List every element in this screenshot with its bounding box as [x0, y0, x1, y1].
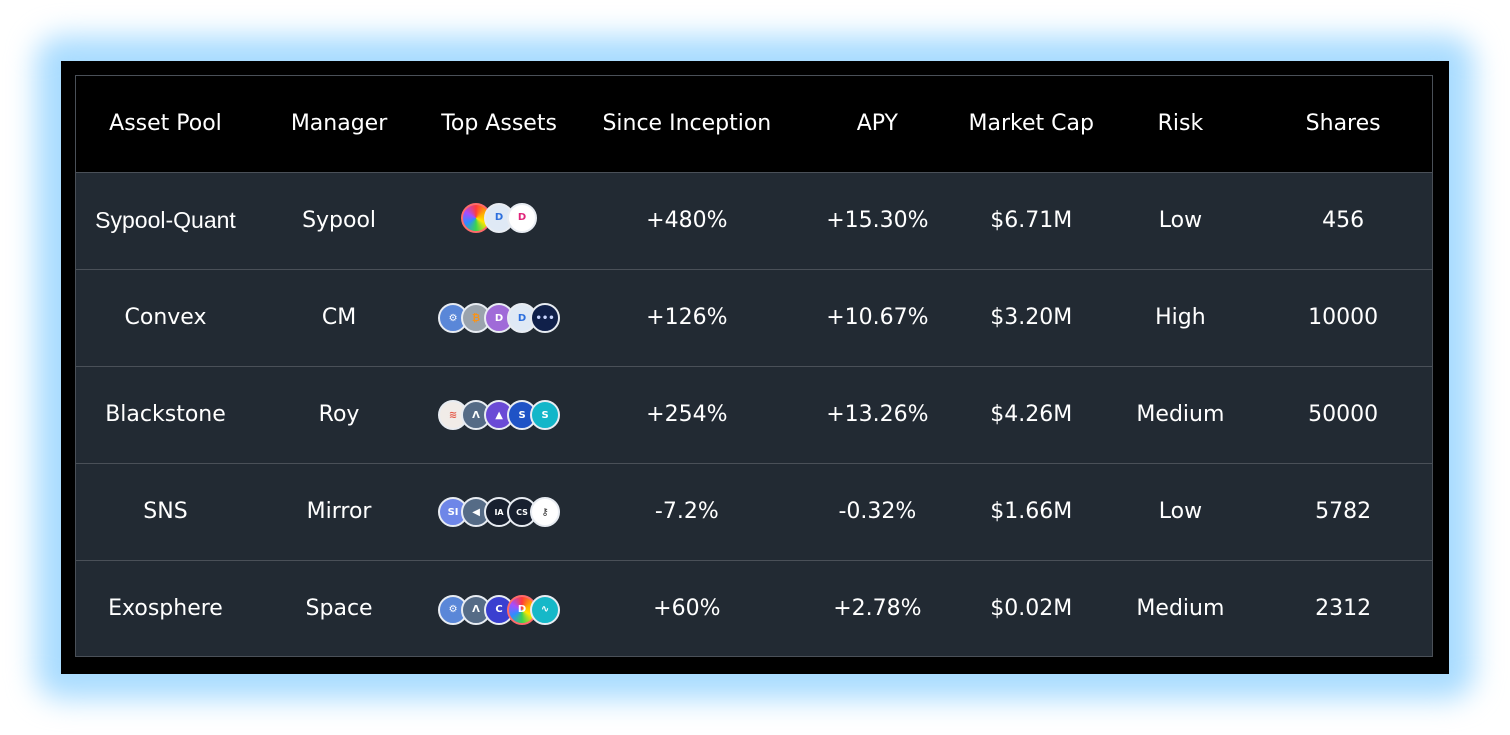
apy-value: +13.26% — [826, 402, 929, 427]
asset-pool-name[interactable]: Convex — [124, 305, 207, 330]
header-top-assets[interactable]: Top Assets — [441, 111, 557, 137]
top-assets-icons: ≋ Λ ▲ S S — [438, 400, 561, 431]
top-assets-cell: D D — [423, 172, 575, 269]
manager-name: Sypool — [302, 208, 377, 233]
top-assets-cell: ⚙ ₿ D D ••• — [423, 269, 575, 366]
header-apy[interactable]: APY — [856, 111, 898, 137]
asset-pool-table: Asset Pool Manager Top Assets Since Ince… — [76, 76, 1432, 657]
shares-value: 2312 — [1315, 596, 1372, 622]
manager-name: Roy — [318, 402, 360, 427]
market-cap-value: $1.66M — [990, 499, 1073, 524]
header-row: Asset Pool Manager Top Assets Since Ince… — [76, 76, 1432, 172]
top-assets-icons: SI ◀ IA CS ⚷ — [438, 497, 561, 528]
rainbow-d-coin-icon: D — [507, 594, 538, 625]
risk-value: Low — [1158, 499, 1203, 524]
market-cap-value: $3.20M — [990, 305, 1073, 330]
risk-value: High — [1155, 305, 1206, 330]
table-header: Asset Pool Manager Top Assets Since Ince… — [76, 76, 1432, 172]
header-risk[interactable]: Risk — [1157, 111, 1204, 137]
manager-name: Mirror — [306, 499, 372, 524]
asset-pool-name[interactable]: SNS — [143, 499, 188, 524]
header-since-inception[interactable]: Since Inception — [602, 111, 772, 137]
risk-value: Medium — [1136, 402, 1225, 427]
market-cap-value: $6.71M — [990, 208, 1073, 233]
apy-value: +15.30% — [826, 208, 929, 233]
table-row[interactable]: Sypool-Quant Sypool D D +480% +15.30% $6… — [76, 172, 1432, 269]
header-market-cap[interactable]: Market Cap — [968, 111, 1094, 137]
table-frame: Asset Pool Manager Top Assets Since Ince… — [61, 61, 1449, 674]
gear-coin-icon: ⚙ — [438, 594, 469, 625]
manager-name: CM — [321, 305, 357, 330]
since-inception-value: +254% — [646, 402, 728, 427]
table-row[interactable]: Convex CM ⚙ ₿ D D ••• +126% +10.67% $3.2… — [76, 269, 1432, 366]
market-cap-value: $4.26M — [990, 402, 1073, 427]
table-container: Asset Pool Manager Top Assets Since Ince… — [75, 75, 1433, 657]
pink-d-coin-icon: D — [507, 202, 538, 233]
cyan-wave-coin-icon: ∿ — [530, 594, 561, 625]
asset-pool-name[interactable]: Exosphere — [108, 596, 223, 622]
since-inception-value: +60% — [653, 596, 721, 622]
header-manager[interactable]: Manager — [290, 111, 388, 137]
since-inception-value: +126% — [646, 305, 728, 330]
shares-value: 5782 — [1315, 499, 1372, 524]
apy-value: -0.32% — [838, 499, 917, 524]
asset-pool-name[interactable]: Sypool-Quant — [95, 207, 236, 233]
gear-coin-icon: ⚙ — [438, 303, 469, 334]
shares-value: 456 — [1322, 208, 1365, 233]
top-assets-cell: ≋ Λ ▲ S S — [423, 366, 575, 463]
top-assets-cell: SI ◀ IA CS ⚷ — [423, 463, 575, 560]
risk-value: Low — [1158, 208, 1203, 233]
white-key-coin-icon: ⚷ — [530, 497, 561, 528]
header-asset-pool[interactable]: Asset Pool — [109, 111, 222, 137]
shares-value: 50000 — [1308, 402, 1379, 427]
top-assets-cell: ⚙ Λ C D ∿ — [423, 560, 575, 657]
table-body: Sypool-Quant Sypool D D +480% +15.30% $6… — [76, 172, 1432, 657]
market-cap-value: $0.02M — [990, 596, 1073, 622]
header-shares[interactable]: Shares — [1305, 111, 1381, 137]
since-inception-value: +480% — [646, 208, 728, 233]
top-assets-icons: D D — [461, 202, 538, 233]
asset-pool-name[interactable]: Blackstone — [105, 402, 226, 427]
top-assets-icons: ⚙ ₿ D D ••• — [438, 303, 561, 334]
top-assets-icons: ⚙ Λ C D ∿ — [438, 594, 561, 625]
since-inception-value: -7.2% — [654, 499, 719, 524]
risk-value: Medium — [1136, 596, 1225, 622]
table-row[interactable]: Blackstone Roy ≋ Λ ▲ S S +254% +13.26% $… — [76, 366, 1432, 463]
table-row[interactable]: Exosphere Space ⚙ Λ C D ∿ +60% +2.78% $0… — [76, 560, 1432, 657]
manager-name: Space — [305, 596, 373, 622]
shares-value: 10000 — [1308, 305, 1379, 330]
teal-s-coin-icon: S — [530, 400, 561, 431]
apy-value: +2.78% — [833, 596, 922, 622]
apy-value: +10.67% — [826, 305, 929, 330]
navy-coin-icon: ••• — [530, 303, 561, 334]
table-row[interactable]: SNS Mirror SI ◀ IA CS ⚷ -7.2% -0.32% $1.… — [76, 463, 1432, 560]
